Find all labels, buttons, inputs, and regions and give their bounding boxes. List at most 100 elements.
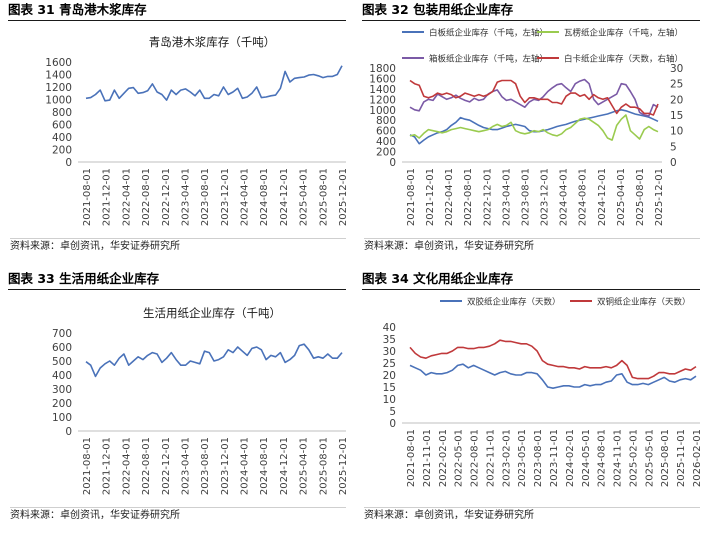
- x-tick-label: 2025-11-01: [676, 429, 687, 487]
- x-tick-label: 2022-04-01: [444, 168, 455, 226]
- x-tick-label: 2021-08-01: [406, 429, 417, 487]
- y2-tick-label: 25: [670, 79, 683, 91]
- x-tick-label: 2022-02-01: [438, 429, 449, 487]
- x-tick-label: 2022-08-01: [141, 168, 152, 226]
- x-tick-label: 2024-08-01: [578, 168, 589, 226]
- x-tick-label: 2024-08-01: [259, 168, 270, 226]
- y-tick-label: 600: [376, 126, 396, 138]
- panel-title: 图表 32 包装用纸企业库存: [362, 2, 700, 21]
- source-note: 资料来源：卓创资讯，华安证券研究所: [10, 238, 346, 255]
- x-tick-label: 2023-02-01: [501, 429, 512, 487]
- y-tick-label: 700: [52, 328, 72, 340]
- chart-title: 青岛港木浆库存（千吨）: [149, 35, 276, 49]
- y-tick-label: 300: [52, 384, 72, 396]
- x-tick-label: 2024-08-01: [597, 429, 608, 487]
- y-tick-label: 0: [389, 418, 396, 430]
- panel-title: 图表 31 青岛港木浆库存: [8, 2, 346, 21]
- series-line: [409, 109, 659, 145]
- x-tick-label: 2023-08-01: [200, 437, 211, 495]
- legend-label: 白卡纸企业库存（天数，右轴）: [564, 54, 683, 65]
- x-tick-label: 2024-02-01: [565, 429, 576, 487]
- y-tick-label: 25: [383, 358, 396, 370]
- x-tick-label: 2022-04-01: [121, 437, 132, 495]
- series-line: [409, 79, 659, 116]
- x-tick-label: 2024-11-01: [613, 429, 624, 487]
- y-tick-label: 600: [52, 120, 72, 132]
- y-tick-label: 400: [376, 136, 396, 148]
- y-tick-label: 1000: [369, 105, 396, 117]
- panel-title: 图表 33 生活用纸企业库存: [8, 271, 346, 290]
- x-tick-label: 2022-08-01: [470, 429, 481, 487]
- x-tick-label: 2023-08-01: [200, 168, 211, 226]
- x-tick-label: 2021-08-01: [406, 168, 417, 226]
- x-tick-label: 2024-12-01: [279, 168, 290, 226]
- series-line: [85, 65, 343, 102]
- source-note: 资料来源：卓创资讯，华安证券研究所: [364, 507, 700, 524]
- x-tick-label: 2022-08-01: [463, 168, 474, 226]
- chart-container: 生活用纸企业库存（千吨） 0 100 200 300 400 500 600 700 2021-0…: [8, 291, 346, 506]
- chart-container: 双胶纸企业库存（天数） 双铜纸企业库存（天数） 0 5 10 15 20 25 30 35 40 20…: [362, 291, 700, 506]
- source-note: 资料来源：卓创资讯，华安证券研究所: [364, 238, 700, 255]
- chart-qingdao-pulp-inventory: 青岛港木浆库存（千吨） 02004006008001000120014001600…: [45, 35, 346, 226]
- y2-tick-label: 15: [670, 110, 683, 122]
- y-tick-label: 600: [52, 342, 72, 354]
- x-tick-label: 2023-04-01: [180, 168, 191, 226]
- y2-tick-label: 20: [670, 94, 683, 106]
- y-tick-label: 800: [376, 115, 396, 127]
- x-tick-label: 2024-04-01: [559, 168, 570, 226]
- x-tick-label: 2024-05-01: [581, 429, 592, 487]
- y2-tick-label: 5: [670, 141, 677, 153]
- x-tick-label: 2025-08-01: [318, 168, 329, 226]
- y-tick-label: 1600: [369, 73, 396, 85]
- series-line: [409, 339, 697, 380]
- y-tick-label: 400: [52, 370, 72, 382]
- y-tick-label: 200: [52, 398, 72, 410]
- panel-qingdao-pulp: 图表 31 青岛港木浆库存 青岛港木浆库存（千吨） 0 200 400 600 800 10…: [8, 2, 346, 264]
- x-tick-label: 2023-12-01: [540, 168, 551, 226]
- x-tick-label: 2025-02-01: [628, 429, 639, 487]
- chart-household-paper-inventory: 生活用纸企业库存（千吨） 0 100 200 300 400 500 600 700 2021-0…: [52, 306, 346, 495]
- y-tick-label: 35: [383, 334, 396, 346]
- x-tick-label: 2023-08-01: [533, 429, 544, 487]
- x-tick-label: 2025-08-01: [635, 168, 646, 226]
- y-tick-label: 30: [383, 346, 396, 358]
- y-tick-label: 1400: [45, 70, 72, 82]
- x-tick-label: 2023-04-01: [501, 168, 512, 226]
- y-tick-label: 200: [376, 147, 396, 159]
- y-tick-label: 1200: [369, 94, 396, 106]
- x-tick-label: 2024-08-01: [259, 437, 270, 495]
- x-tick-label: 2026-02-01: [692, 429, 700, 487]
- y-tick-label: 1400: [369, 84, 396, 96]
- y-tick-label: 200: [52, 145, 72, 157]
- x-tick-label: 2022-11-01: [485, 429, 496, 487]
- y-tick-label: 1600: [45, 57, 72, 69]
- x-tick-label: 2025-04-01: [299, 437, 310, 495]
- x-tick-label: 2023-12-01: [220, 168, 231, 226]
- y-tick-label: 400: [52, 132, 72, 144]
- x-tick-label: 2024-04-01: [240, 437, 251, 495]
- x-tick-label: 2022-04-01: [121, 168, 132, 226]
- panel-title: 图表 34 文化用纸企业库存: [362, 271, 700, 290]
- y-tick-label: 500: [52, 356, 72, 368]
- y-tick-label: 0: [389, 157, 396, 169]
- chart-container: 青岛港木浆库存（千吨） 0 200 400 600 800 1000 1200 1400 1600…: [8, 22, 346, 237]
- y-tick-label: 800: [52, 107, 72, 119]
- y2-tick-label: 10: [670, 126, 683, 138]
- y-tick-label: 100: [52, 412, 72, 424]
- x-tick-label: 2022-12-01: [161, 168, 172, 226]
- x-tick-label: 2022-12-01: [161, 437, 172, 495]
- y-tick-label: 10: [383, 394, 396, 406]
- chart-container: 白板纸企业库存（千吨，左轴） 瓦楞纸企业库存（千吨，左轴） 箱板纸企业库存（千吨，左…: [362, 22, 700, 237]
- series-line: [85, 343, 343, 378]
- y-tick-label: 15: [383, 382, 396, 394]
- x-tick-label: 2023-05-01: [517, 429, 528, 487]
- legend-label: 瓦楞纸企业库存（千吨，左轴）: [564, 28, 683, 39]
- x-tick-label: 2025-12-01: [654, 168, 665, 226]
- y-tick-label: 0: [65, 426, 72, 438]
- x-tick-label: 2023-04-01: [180, 437, 191, 495]
- legend-label: 双铜纸企业库存（天数）: [597, 297, 691, 308]
- x-tick-label: 2025-04-01: [299, 168, 310, 226]
- y-tick-label: 1000: [45, 95, 72, 107]
- x-tick-label: 2023-08-01: [520, 168, 531, 226]
